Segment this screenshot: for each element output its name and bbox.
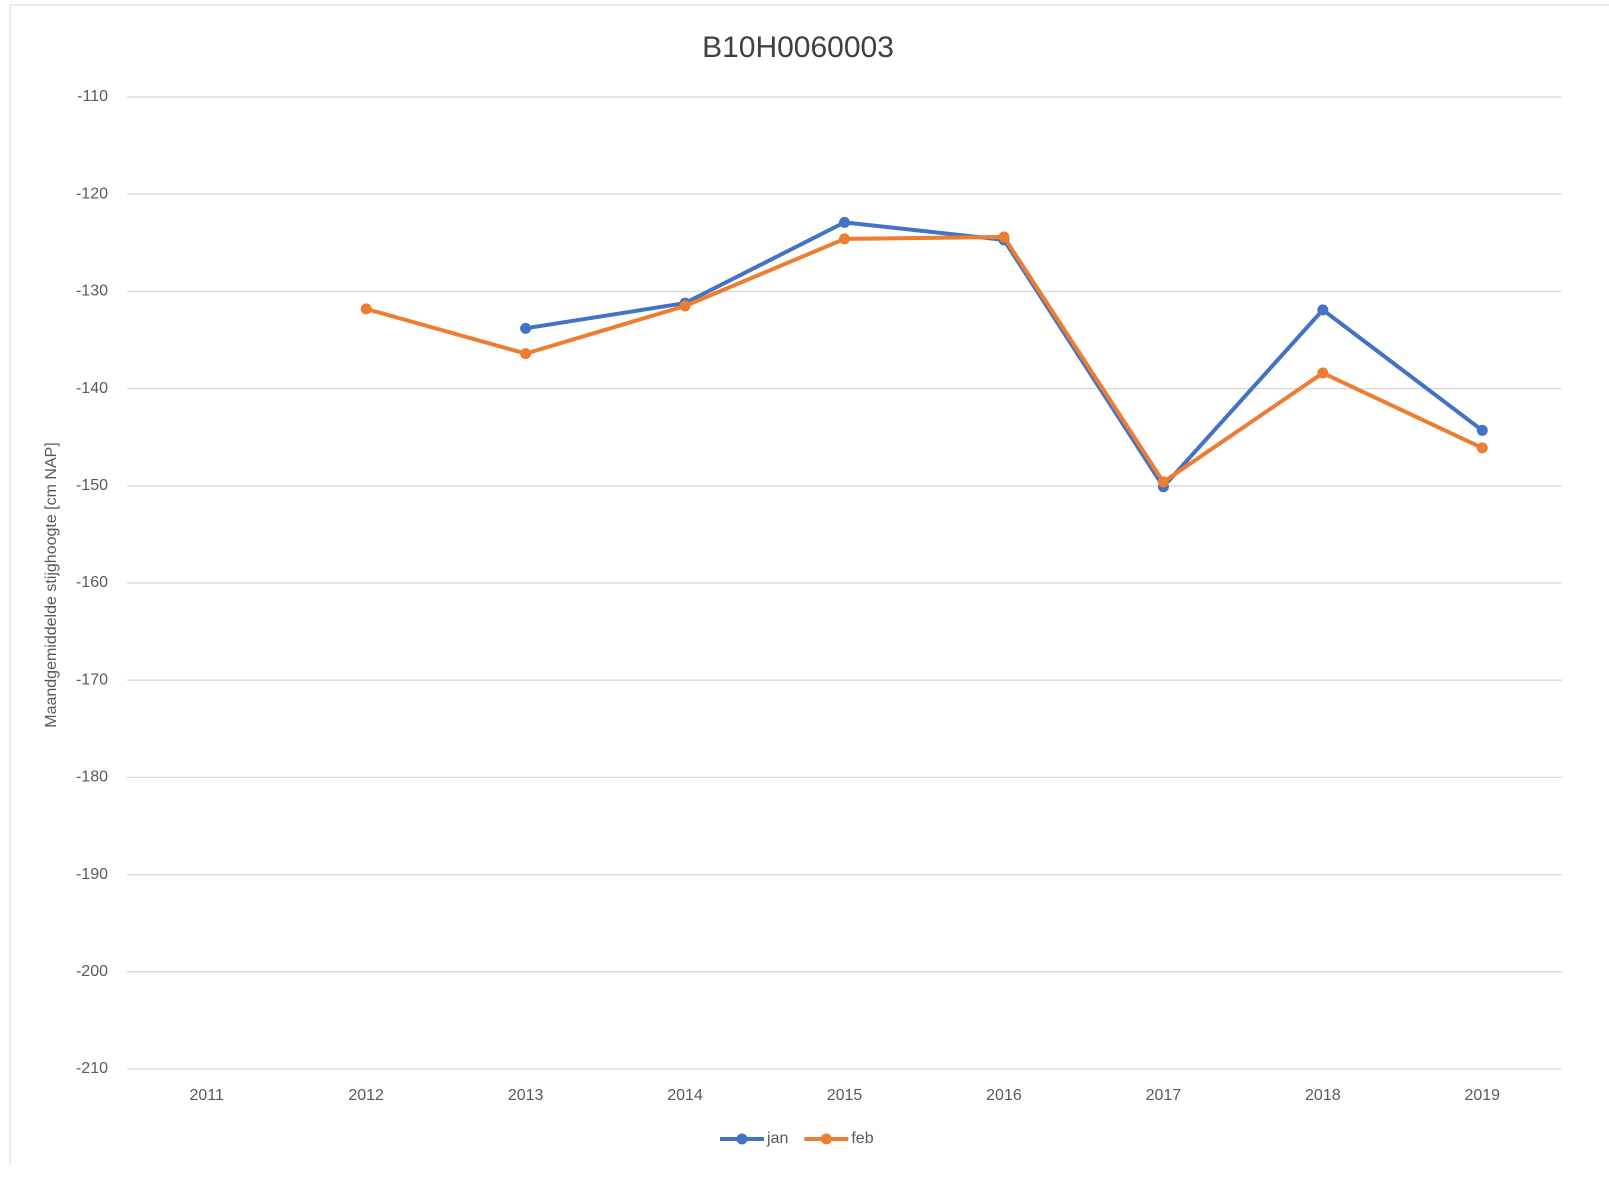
- y-tick-label: -110: [77, 88, 108, 105]
- data-point: [1317, 304, 1329, 316]
- y-tick-label: -170: [76, 671, 108, 688]
- legend-label: jan: [766, 1130, 788, 1147]
- y-tick-label: -190: [76, 866, 108, 883]
- legend-label: feb: [851, 1130, 873, 1147]
- data-point: [520, 322, 532, 334]
- y-axis-label: Maandgemiddelde stijghoogte [cm NAP]: [43, 442, 60, 728]
- y-tick-label: -140: [76, 380, 108, 397]
- data-point: [360, 303, 372, 315]
- y-tick-label: -130: [76, 283, 108, 300]
- x-tick-label: 2014: [667, 1087, 703, 1104]
- data-point: [839, 233, 850, 245]
- legend-marker: [736, 1133, 748, 1145]
- series-line: [365, 234, 1484, 484]
- legend-marker: [820, 1133, 832, 1145]
- y-tick-label: -120: [76, 185, 108, 202]
- y-tick-label: -200: [76, 963, 108, 980]
- x-tick-label: 2019: [1464, 1087, 1500, 1104]
- x-tick-label: 2012: [348, 1087, 384, 1104]
- y-tick-label: -150: [76, 477, 108, 494]
- data-point: [679, 300, 691, 312]
- data-point: [1476, 442, 1488, 454]
- x-tick-label: 2018: [1305, 1087, 1341, 1104]
- chart-title: B10H0060003: [702, 31, 894, 64]
- x-tick-label: 2013: [508, 1087, 544, 1104]
- data-point: [998, 231, 1010, 243]
- y-tick-label: -180: [76, 769, 108, 786]
- series-line: [525, 220, 1484, 489]
- x-tick-label: 2015: [827, 1087, 863, 1104]
- data-point: [1476, 424, 1488, 436]
- y-tick-label: -160: [76, 574, 108, 591]
- data-point: [520, 348, 532, 360]
- data-point: [839, 216, 850, 228]
- data-point: [1317, 367, 1329, 379]
- data-point: [1157, 476, 1169, 488]
- x-tick-label: 2011: [190, 1087, 225, 1104]
- y-tick-label: -210: [76, 1060, 108, 1077]
- x-tick-label: 2016: [986, 1087, 1022, 1104]
- x-tick-label: 2017: [1146, 1087, 1182, 1104]
